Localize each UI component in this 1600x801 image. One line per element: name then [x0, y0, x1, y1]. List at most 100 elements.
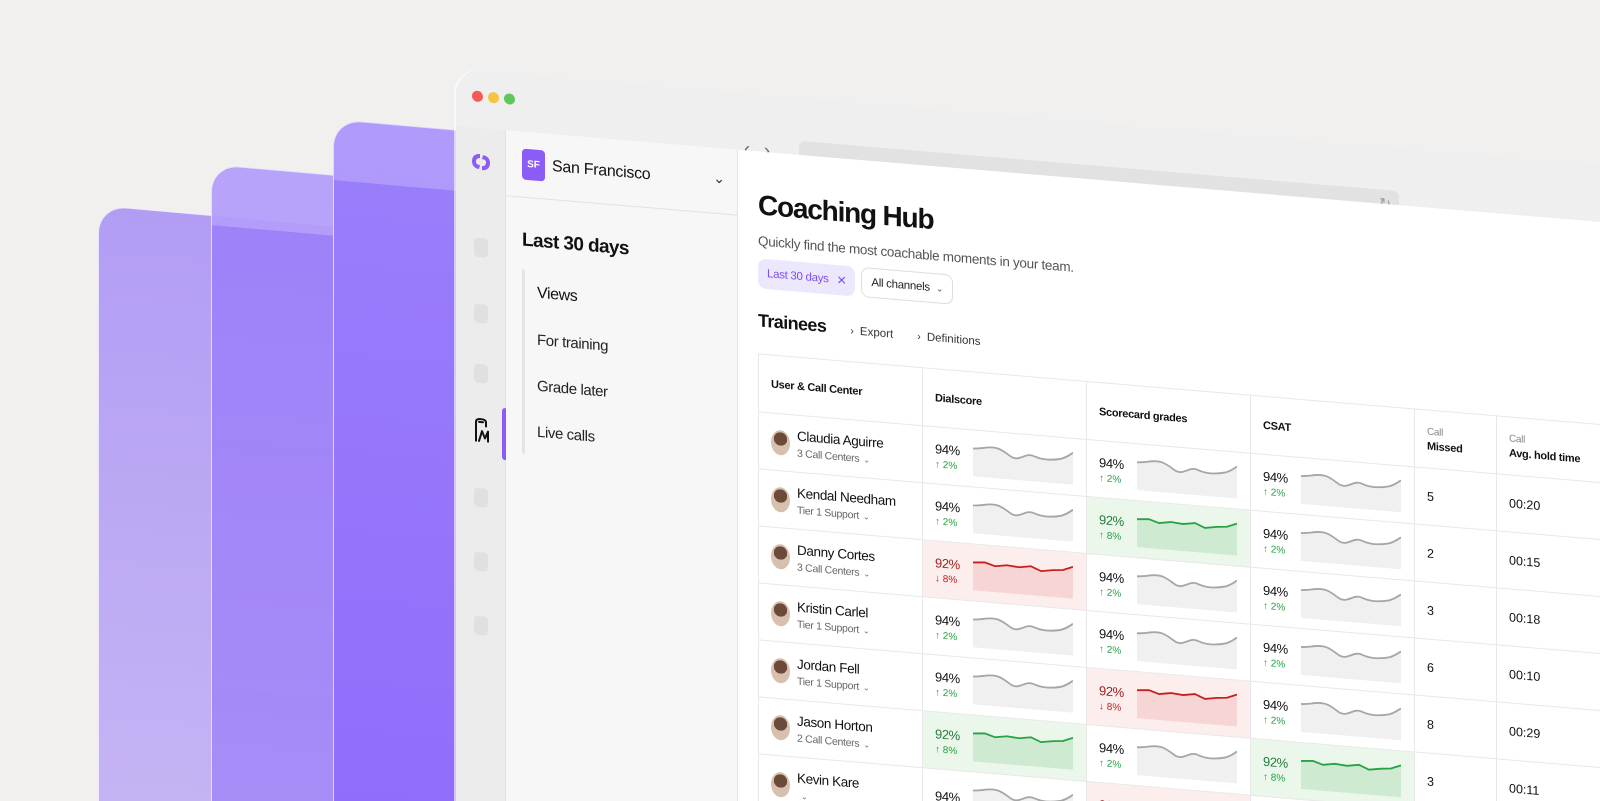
export-button[interactable]: › Export — [850, 325, 893, 341]
user-name[interactable]: Jordan Fell — [797, 656, 860, 677]
chevron-down-icon: ⌄ — [862, 511, 870, 522]
sidebar-nav: Views For training Grade later Live call… — [522, 269, 737, 472]
rail-item-placeholder[interactable] — [474, 487, 488, 508]
avatar — [771, 542, 790, 570]
metric-value: 94% — [935, 788, 960, 801]
chevron-down-icon[interactable]: ⌄ — [713, 169, 725, 187]
missed-calls-cell: 6 — [1414, 637, 1497, 702]
sparkline-chart — [973, 674, 1073, 713]
chevron-right-icon: › — [917, 330, 921, 344]
metric-value: 94% — [935, 497, 960, 515]
dialscore-cell[interactable]: 94% ↑ 2% — [922, 596, 1087, 668]
close-window-button[interactable] — [472, 90, 483, 103]
metric-delta: ↑ 2% — [1099, 472, 1122, 486]
csat-cell[interactable]: 94%↑ 2% — [1250, 510, 1415, 581]
metric-delta: ↑ 2% — [1099, 643, 1122, 657]
maximize-window-button[interactable] — [504, 93, 515, 105]
user-call-center[interactable]: Tier 1 Support ⌄ — [797, 618, 869, 636]
metric-value: 92% — [1099, 796, 1137, 801]
scorecard-cell[interactable]: 92% ↑ 8% — [1086, 496, 1251, 568]
rail-item-placeholder[interactable] — [474, 237, 488, 258]
csat-cell[interactable]: 94%↑ 2% — [1250, 681, 1415, 752]
sparkline-chart — [973, 561, 1073, 599]
table-row[interactable]: Kendal Needham Tier 1 Support ⌄ 94% ↑ 2% 9… — [758, 468, 1600, 600]
chevron-down-icon: ⌄ — [863, 568, 870, 579]
csat-cell[interactable]: 94%↑ 2% — [1250, 624, 1415, 695]
scorecard-cell[interactable]: 94% ↑ 2% — [1086, 553, 1251, 625]
definitions-button[interactable]: › Definitions — [917, 331, 980, 348]
csat-cell[interactable]: 94%↑ 2% — [1250, 453, 1415, 524]
user-name[interactable]: Claudia Aguirre — [797, 428, 884, 451]
user-call-center[interactable]: 2 Call Centers ⌄ — [797, 732, 873, 750]
minimize-window-button[interactable] — [488, 91, 499, 104]
metric-delta: ↑ 2% — [1263, 600, 1286, 614]
table-row[interactable]: Danny Cortes 3 Call Centers ⌄ 92% ↓ 8% 94%… — [758, 525, 1600, 657]
sparkline-chart — [973, 446, 1073, 485]
avatar — [771, 713, 790, 741]
section-title: Trainees — [758, 310, 827, 337]
sparkline-chart — [1137, 631, 1237, 670]
csat-cell[interactable]: 92% ↑ 8% — [1250, 738, 1415, 801]
scorecard-cell[interactable]: 92%↓ 8% — [1086, 667, 1251, 739]
metric-delta: ↑ 2% — [1099, 757, 1122, 771]
trainees-table: User & Call Center Dialscore Scorecard g… — [758, 353, 1600, 801]
call-center-label: 3 Call Centers — [797, 447, 860, 465]
sparkline-chart — [1137, 796, 1237, 801]
scorecard-cell[interactable]: 94% ↑ 2% — [1086, 610, 1251, 682]
sparkline-chart — [973, 617, 1073, 656]
table-row[interactable]: Kevin Kare ⌄ 94% 92%↓ 8% 94%↑ 2% 2 00:10 — [758, 753, 1600, 801]
user-name[interactable]: Kristin Carlel — [797, 599, 868, 621]
metric-value: 94% — [935, 611, 960, 629]
user-name[interactable]: Jason Horton — [797, 713, 873, 735]
dialscore-cell[interactable]: 92% ↑ 8% — [922, 710, 1087, 782]
sparkline-chart — [973, 732, 1073, 770]
table-row[interactable]: Jason Horton 2 Call Centers ⌄ 92% ↑ 8% 94%… — [758, 696, 1600, 801]
rail-item-placeholder[interactable] — [474, 363, 488, 384]
dialscore-cell[interactable]: 92% ↓ 8% — [922, 539, 1087, 611]
dialpad-logo-icon[interactable] — [470, 151, 492, 173]
metric-delta: ↑ 8% — [1099, 529, 1122, 543]
col-header-missed[interactable]: Call Missed — [1414, 408, 1497, 474]
user-name[interactable]: Danny Cortes — [797, 542, 875, 564]
rail-item-placeholder[interactable] — [474, 551, 488, 572]
metric-value: 94% — [1099, 454, 1124, 472]
date-range-filter-chip[interactable]: Last 30 days ✕ — [758, 258, 856, 297]
dialscore-cell[interactable]: 94% — [922, 767, 1087, 801]
dialscore-cell[interactable]: 94% ↑ 2% — [922, 425, 1087, 497]
browser-window: ‹ › ↻ SF San F — [456, 68, 1600, 801]
metric-value: 92% — [1099, 682, 1124, 700]
sparkline-chart — [1301, 645, 1401, 684]
metric-delta: ↑ 2% — [1099, 586, 1122, 600]
close-icon[interactable]: ✕ — [836, 272, 847, 288]
table-row[interactable]: Kristin Carlel Tier 1 Support ⌄ 94% ↑ 2% 9… — [758, 582, 1600, 714]
rail-item-placeholder[interactable] — [474, 303, 488, 324]
dialscore-cell[interactable]: 94% ↑ 2% — [922, 482, 1087, 554]
metric-delta: ↑ 2% — [935, 686, 958, 700]
rail-item-placeholder[interactable] — [474, 615, 488, 636]
table-row[interactable]: Claudia Aguirre 3 Call Centers ⌄ 94% ↑ 2% … — [758, 411, 1600, 543]
missed-calls-cell: 2 — [1414, 523, 1497, 588]
user-name[interactable]: Kevin Kare — [797, 770, 860, 791]
dialscore-cell[interactable]: 94% ↑ 2% — [922, 653, 1087, 725]
channels-select[interactable]: All channels ⌄ — [861, 267, 954, 305]
table-row[interactable]: Jordan Fell Tier 1 Support ⌄ 94% ↑ 2% 92% ↓… — [758, 639, 1600, 771]
scorecard-cell[interactable]: 94% ↑ 2% — [1086, 724, 1251, 796]
org-name: San Francisco — [552, 157, 651, 183]
chevron-down-icon: ⌄ — [801, 791, 808, 801]
sparkline-chart — [1137, 574, 1237, 613]
scorecard-cell[interactable]: 94% ↑ 2% — [1086, 439, 1251, 511]
user-call-center[interactable]: 3 Call Centers ⌄ — [797, 447, 883, 466]
metric-delta: ↑ 2% — [1263, 657, 1286, 671]
metric-value: 94% — [1099, 568, 1124, 586]
metric-delta: ↑ 2% — [935, 629, 958, 643]
channels-select-label: All channels — [871, 276, 930, 294]
avatar — [771, 485, 790, 513]
user-call-center[interactable]: ⌄ — [797, 789, 859, 801]
csat-cell[interactable]: 94%↑ 2% — [1250, 567, 1415, 638]
coaching-clipboard-icon[interactable] — [470, 417, 492, 445]
chevron-down-icon: ⌄ — [863, 454, 870, 465]
user-call-center[interactable]: Tier 1 Support ⌄ — [797, 675, 869, 693]
export-label: Export — [859, 325, 894, 341]
sparkline-chart — [1301, 474, 1401, 513]
user-call-center[interactable]: 3 Call Centers ⌄ — [797, 561, 875, 580]
